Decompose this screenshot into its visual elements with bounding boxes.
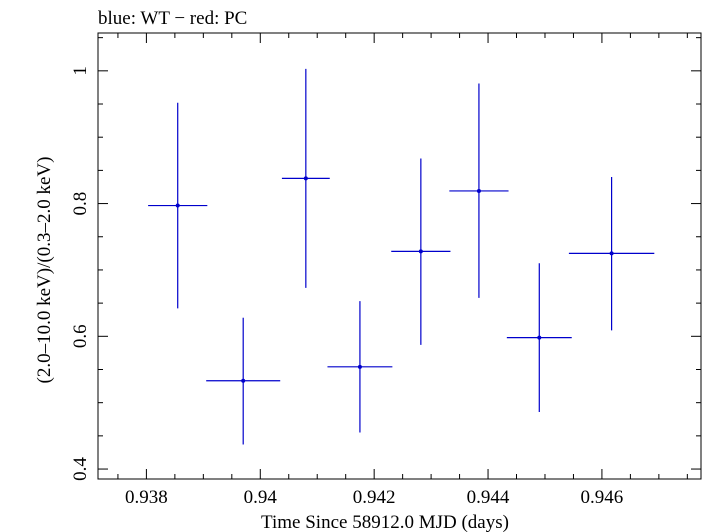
data-point — [506, 263, 572, 412]
data-marker — [303, 176, 308, 181]
data-marker — [241, 378, 246, 383]
data-point — [206, 317, 281, 445]
data-point — [327, 301, 393, 433]
x-tick-label: 0.942 — [353, 487, 396, 508]
y-tick-label: 0.6 — [70, 324, 91, 348]
x-axis-label: Time Since 58912.0 MJD (days) — [261, 512, 509, 532]
data-layer — [148, 68, 655, 445]
data-point — [449, 83, 509, 298]
data-point — [391, 158, 451, 345]
x-tick-label: 0.938 — [125, 487, 168, 508]
data-marker — [537, 335, 542, 340]
x-axis-ticks: 0.938 0.94 0.942 0.944 0.946 — [117, 33, 688, 508]
plot-frame — [97, 32, 702, 480]
data-point — [568, 177, 655, 331]
y-axis-label: (2.0–10.0 keV)/(0.3–2.0 keV) — [34, 157, 55, 384]
chart-title: blue: WT − red: PC — [98, 8, 247, 29]
data-marker — [609, 251, 614, 256]
y-tick-label: 1 — [70, 66, 91, 76]
x-tick-label: 0.944 — [467, 487, 510, 508]
data-marker — [357, 364, 362, 369]
y-tick-label: 0.4 — [70, 457, 91, 481]
data-marker — [476, 188, 481, 193]
y-axis-ticks: 0.4 0.6 0.8 1 — [70, 37, 701, 481]
y-tick-label: 0.8 — [70, 192, 91, 216]
data-marker — [418, 249, 423, 254]
x-tick-label: 0.946 — [581, 487, 624, 508]
data-point — [148, 102, 208, 309]
x-tick-label: 0.94 — [244, 487, 278, 508]
data-marker — [175, 203, 180, 208]
data-point — [281, 68, 330, 288]
